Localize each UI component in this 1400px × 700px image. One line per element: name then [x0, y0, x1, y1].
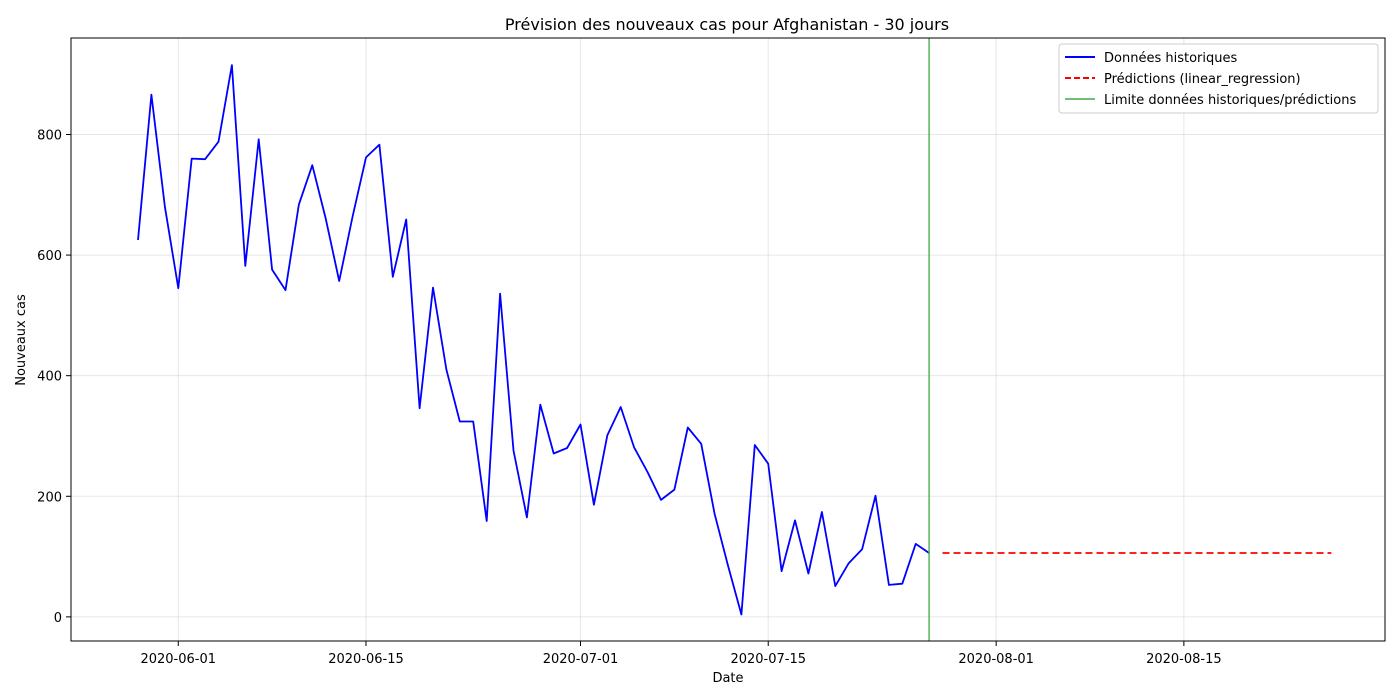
- x-axis-ticks: 2020-06-01 2020-06-15 2020-07-01 2020-07-15…: [140, 641, 1222, 667]
- y-tick-label: 800: [37, 128, 62, 143]
- legend-label-predictions: Prédictions (linear_regression): [1104, 72, 1301, 87]
- x-tick-label: 2020-07-15: [730, 652, 806, 667]
- plot-frame: [70, 37, 1386, 642]
- legend-box: [1058, 43, 1379, 114]
- historical-data-line: [137, 64, 930, 616]
- x-tick-label: 2020-07-01: [543, 652, 619, 667]
- y-tick-label: 0: [54, 611, 62, 626]
- legend: Données historiques Prédictions (linear_…: [1058, 43, 1379, 114]
- x-tick-label: 2020-06-01: [140, 652, 216, 667]
- y-tick-label: 600: [37, 249, 62, 264]
- legend-label-boundary: Limite données historiques/prédictions: [1104, 93, 1356, 108]
- x-tick-label: 2020-08-01: [958, 652, 1034, 667]
- legend-label-historical: Données historiques: [1104, 51, 1237, 66]
- x-tick-label: 2020-08-15: [1146, 652, 1222, 667]
- y-tick-label: 200: [37, 490, 62, 505]
- x-axis-label: Date: [712, 671, 743, 686]
- y-tick-label: 400: [37, 370, 62, 385]
- grid-lines: [71, 38, 1385, 641]
- chart-title: Prévision des nouveaux cas pour Afghanis…: [505, 15, 949, 34]
- plot-area: [137, 38, 1332, 641]
- y-axis-ticks: 0 200 400 600 800: [37, 128, 71, 626]
- y-axis-label: Nouveaux cas: [14, 294, 29, 386]
- x-tick-label: 2020-06-15: [328, 652, 404, 667]
